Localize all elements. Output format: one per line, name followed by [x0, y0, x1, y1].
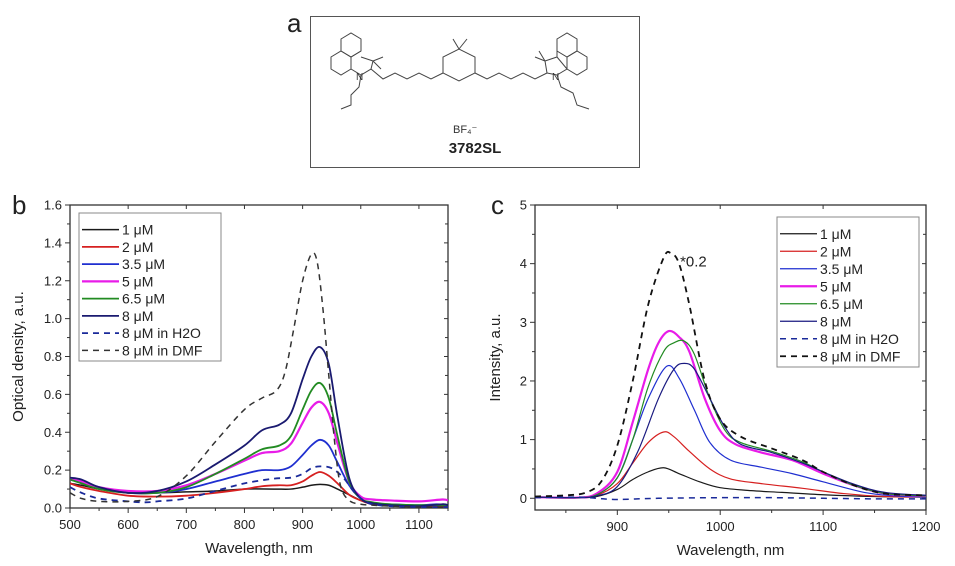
series-line-8-m-in-h2o: [535, 496, 926, 501]
y-tick-label: 1.4: [44, 235, 62, 250]
legend-label: 5 μM: [820, 278, 851, 294]
x-tick-label: 700: [175, 517, 197, 532]
y-tick-label: 3: [520, 315, 527, 330]
left-polymethine-chain: [370, 68, 444, 80]
y-tick-label: 0.0: [44, 501, 62, 516]
series-line-8-m: [535, 362, 926, 499]
y-tick-label: 0.8: [44, 349, 62, 364]
chemical-structure-box: N N BF₄⁻ 3782SL: [310, 16, 640, 168]
legend-label: 8 μM: [122, 308, 153, 324]
annotation-scale-factor: *0.2: [680, 254, 707, 271]
panel-a-letter: a: [287, 8, 302, 38]
legend-label: 6.5 μM: [122, 291, 165, 307]
right-polymethine-chain: [474, 72, 548, 80]
series-line-5-m: [535, 329, 926, 499]
legend-label: 1 μM: [122, 222, 153, 238]
x-tick-label: 600: [117, 517, 139, 532]
x-tick-label: 1100: [405, 517, 433, 532]
y-tick-label: 1.2: [44, 273, 62, 288]
legend-label: 8 μM in H2O: [122, 325, 201, 341]
legend-label: 2 μM: [820, 243, 851, 259]
y-tick-label: 0.4: [44, 425, 62, 440]
series-line-2-m: [535, 431, 926, 499]
series-line-8-m-in-h2o: [70, 465, 448, 508]
series-line-8-m: [70, 345, 448, 508]
central-cyclohexene-ring: [442, 48, 476, 82]
legend-label: 2 μM: [122, 239, 153, 255]
legend-label: 3.5 μM: [820, 261, 863, 277]
legend-label: 8 μM in H2O: [820, 331, 899, 347]
y-tick-label: 4: [520, 256, 527, 271]
x-tick-label: 800: [234, 517, 256, 532]
x-tick-label: 900: [292, 517, 314, 532]
y-tick-label: 0.2: [44, 463, 62, 478]
y-tick-label: 0: [520, 491, 527, 506]
series-line-8-m-in-dmf: [535, 250, 926, 498]
molecular-structure-drawing: N N: [330, 32, 590, 110]
svg-text:N: N: [552, 72, 559, 83]
x-tick-label: 1000: [346, 517, 375, 532]
x-axis-label: Wavelength, nm: [677, 542, 785, 559]
legend-label: 3.5 μM: [122, 256, 165, 272]
legend-box: [78, 212, 222, 362]
panel-b-letter: b: [12, 190, 27, 220]
y-tick-label: 1.6: [44, 198, 62, 213]
legend-label: 5 μM: [122, 273, 153, 289]
x-tick-label: 1200: [912, 519, 941, 534]
y-tick-label: 5: [520, 198, 527, 213]
right-benzene-ring-bottom: [566, 50, 588, 76]
y-tick-label: 2: [520, 373, 527, 388]
legend-box: [776, 216, 920, 368]
plot-frame: [534, 204, 927, 511]
legend-label: 8 μM in DMF: [122, 342, 202, 358]
counter-ion-label: BF₄⁻: [453, 124, 478, 136]
series-line-8-m-in-dmf: [70, 252, 448, 508]
series-line-3-5-m: [535, 364, 926, 499]
y-tick-label: 1.0: [44, 311, 62, 326]
x-axis-label: Wavelength, nm: [205, 540, 313, 557]
legend-label: 8 μM in DMF: [820, 348, 900, 364]
legend-label: 8 μM: [820, 313, 851, 329]
y-axis-label: Intensity, a.u.: [487, 313, 504, 401]
x-tick-label: 1100: [809, 519, 837, 534]
x-tick-label: 500: [59, 517, 81, 532]
panel-c-letter: c: [491, 190, 504, 220]
x-tick-label: 1000: [706, 519, 735, 534]
y-axis-label: Optical density, a.u.: [10, 291, 27, 422]
legend-label: 6.5 μM: [820, 296, 863, 312]
svg-text:N: N: [356, 72, 363, 83]
x-tick-label: 900: [606, 519, 628, 534]
y-tick-label: 0.6: [44, 387, 62, 402]
compound-name: 3782SL: [448, 140, 502, 157]
right-indoline-ring: [544, 56, 568, 76]
y-tick-label: 1: [520, 432, 527, 447]
legend-label: 1 μM: [820, 226, 851, 242]
